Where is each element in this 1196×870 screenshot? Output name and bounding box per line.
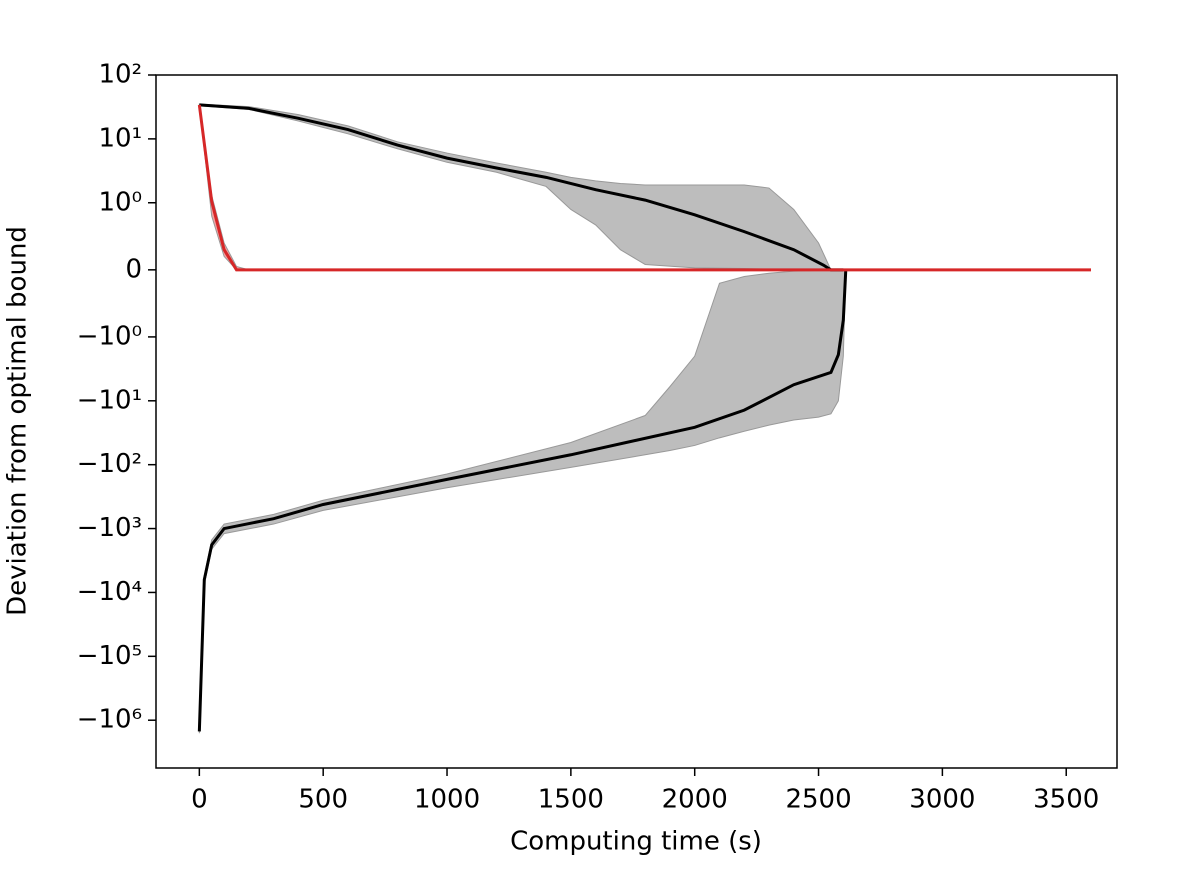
y-tick-label: 10¹ (98, 123, 142, 153)
x-tick-label: 2000 (662, 785, 728, 815)
y-tick-label: −10⁵ (77, 641, 142, 671)
band (198, 269, 847, 734)
y-tick-label: 10⁰ (98, 187, 142, 217)
x-tick-label: 3500 (1033, 785, 1099, 815)
band (198, 103, 832, 271)
y-tick-label: −10² (77, 449, 142, 479)
y-tick-label: −10⁴ (77, 577, 142, 607)
x-tick-label: 1000 (414, 785, 480, 815)
line (197, 269, 848, 732)
x-axis-label: Computing time (s) (510, 827, 762, 857)
y-tick-label: −10⁰ (77, 321, 142, 351)
x-tick-label: 2500 (785, 785, 851, 815)
x-tick-label: 0 (191, 785, 208, 815)
y-tick-label: −10³ (77, 513, 142, 543)
y-tick-label: −10⁶ (77, 705, 142, 735)
y-tick-label: −10¹ (77, 385, 142, 415)
x-tick-label: 500 (298, 785, 348, 815)
y-axis-label: Deviation from optimal bound (3, 226, 33, 616)
line (197, 104, 1091, 272)
x-tick-label: 1500 (538, 785, 604, 815)
x-tick-label: 3000 (909, 785, 975, 815)
y-tick-label: 10² (98, 60, 142, 90)
line (199, 103, 844, 272)
y-tick-label: 0 (125, 254, 142, 284)
plot-frame (155, 74, 1118, 769)
